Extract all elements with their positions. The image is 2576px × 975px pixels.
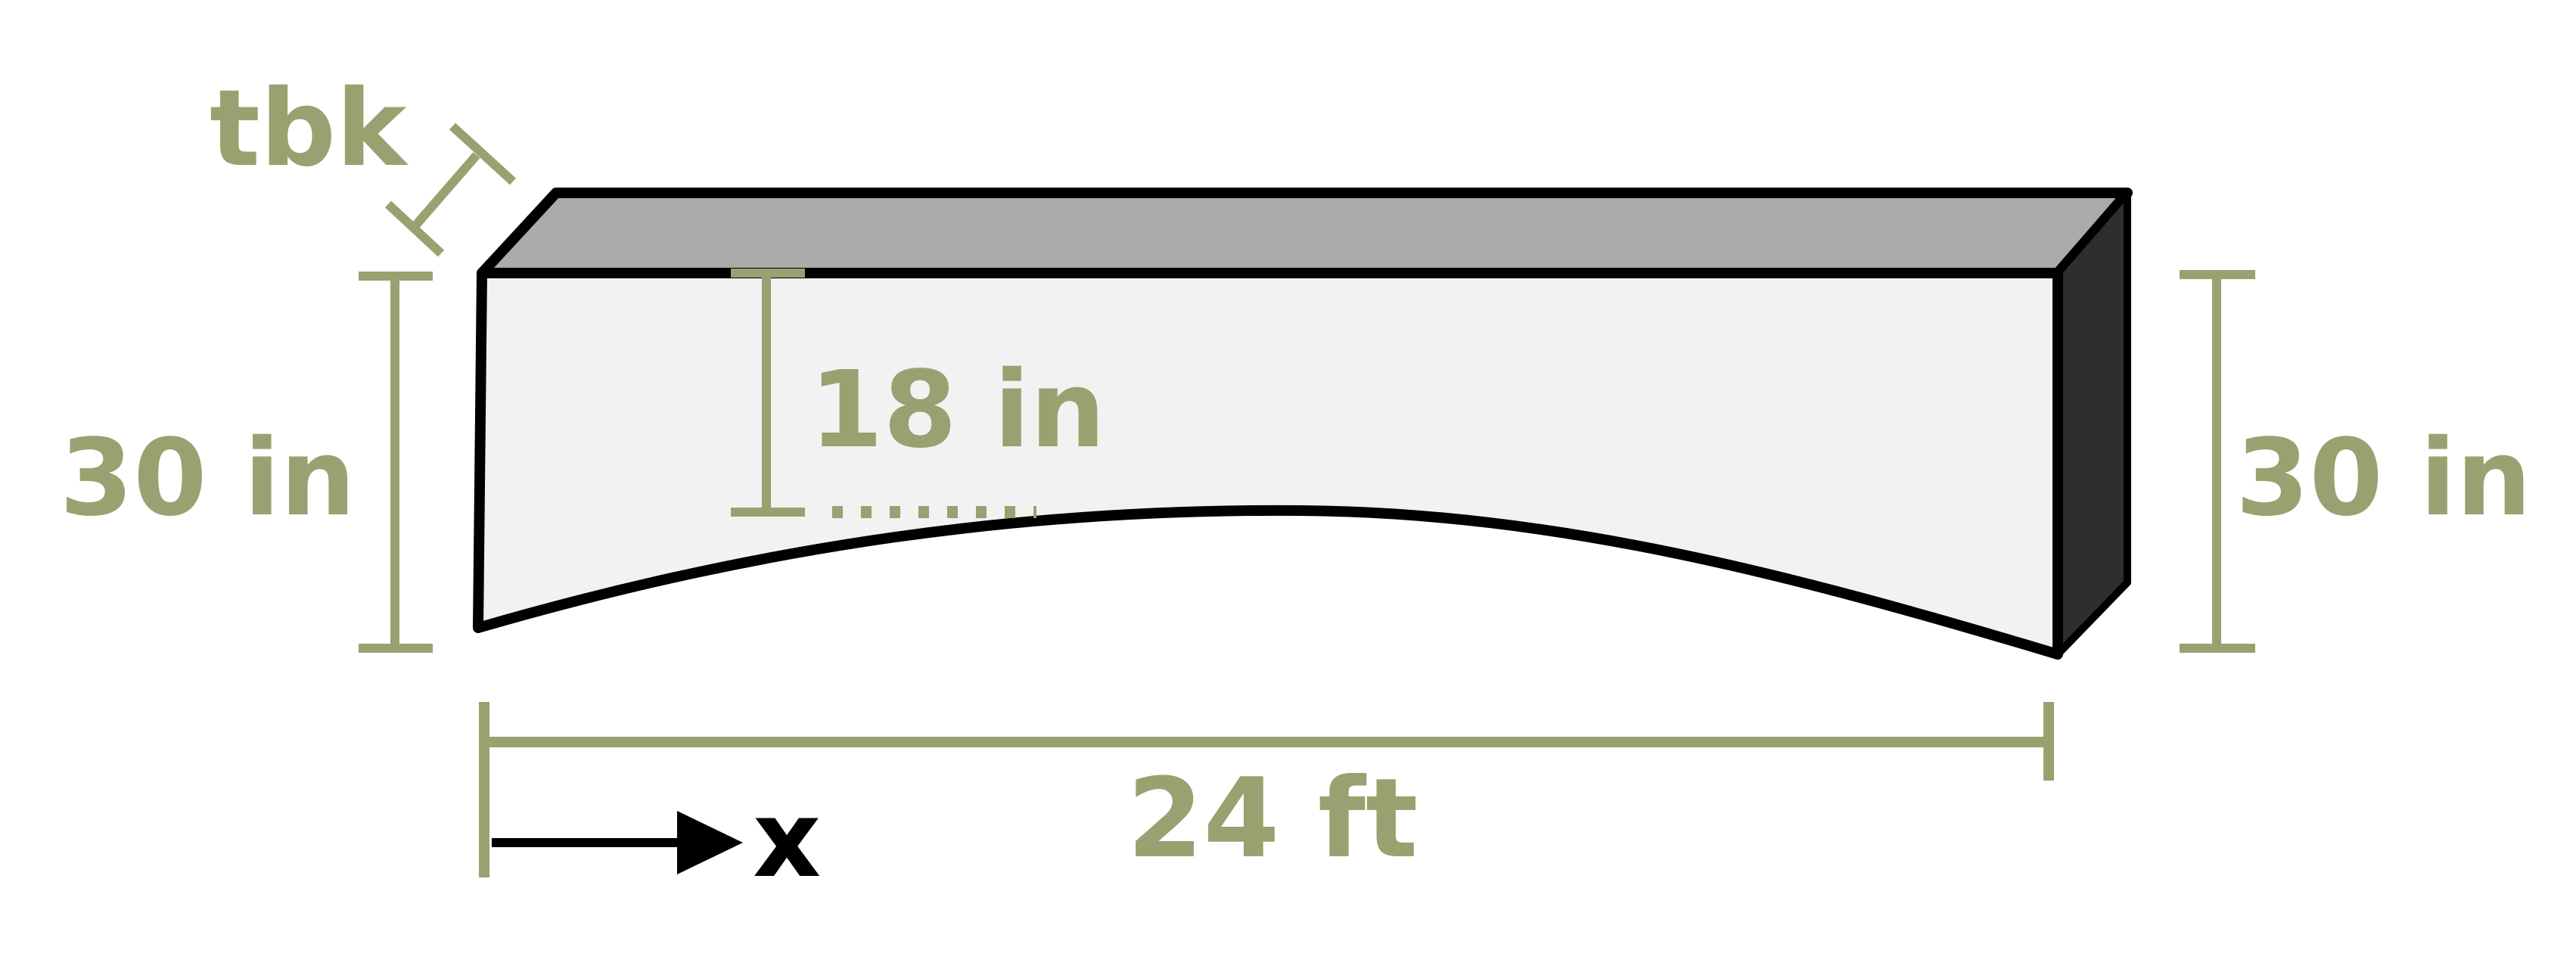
span-label: 24 ft: [1127, 755, 1419, 883]
right-height-dimension: [2180, 270, 2255, 653]
thickness-tick-lower: [384, 200, 445, 257]
beam-front-face: [473, 268, 2063, 660]
thickness-dimension-line: [409, 152, 480, 232]
thickness-label: tbk: [210, 67, 409, 191]
inner-depth-dimension: [731, 269, 805, 517]
beam-end-face: [2054, 189, 2131, 658]
left-height-label: 30 in: [60, 417, 356, 540]
span-dimension: [479, 702, 2054, 877]
right-height-label: 30 in: [2236, 417, 2531, 540]
beam: [473, 188, 2133, 660]
inner-depth-label: 18 in: [809, 349, 1105, 472]
beam-top-face: [477, 188, 2133, 278]
x-axis-arrow-head: [677, 811, 743, 874]
thickness-dimension: [384, 123, 517, 257]
x-axis-label: x: [753, 778, 821, 902]
thickness-tick-upper: [449, 123, 517, 185]
left-height-dimension: [359, 272, 433, 653]
x-axis-arrow: [492, 811, 743, 874]
